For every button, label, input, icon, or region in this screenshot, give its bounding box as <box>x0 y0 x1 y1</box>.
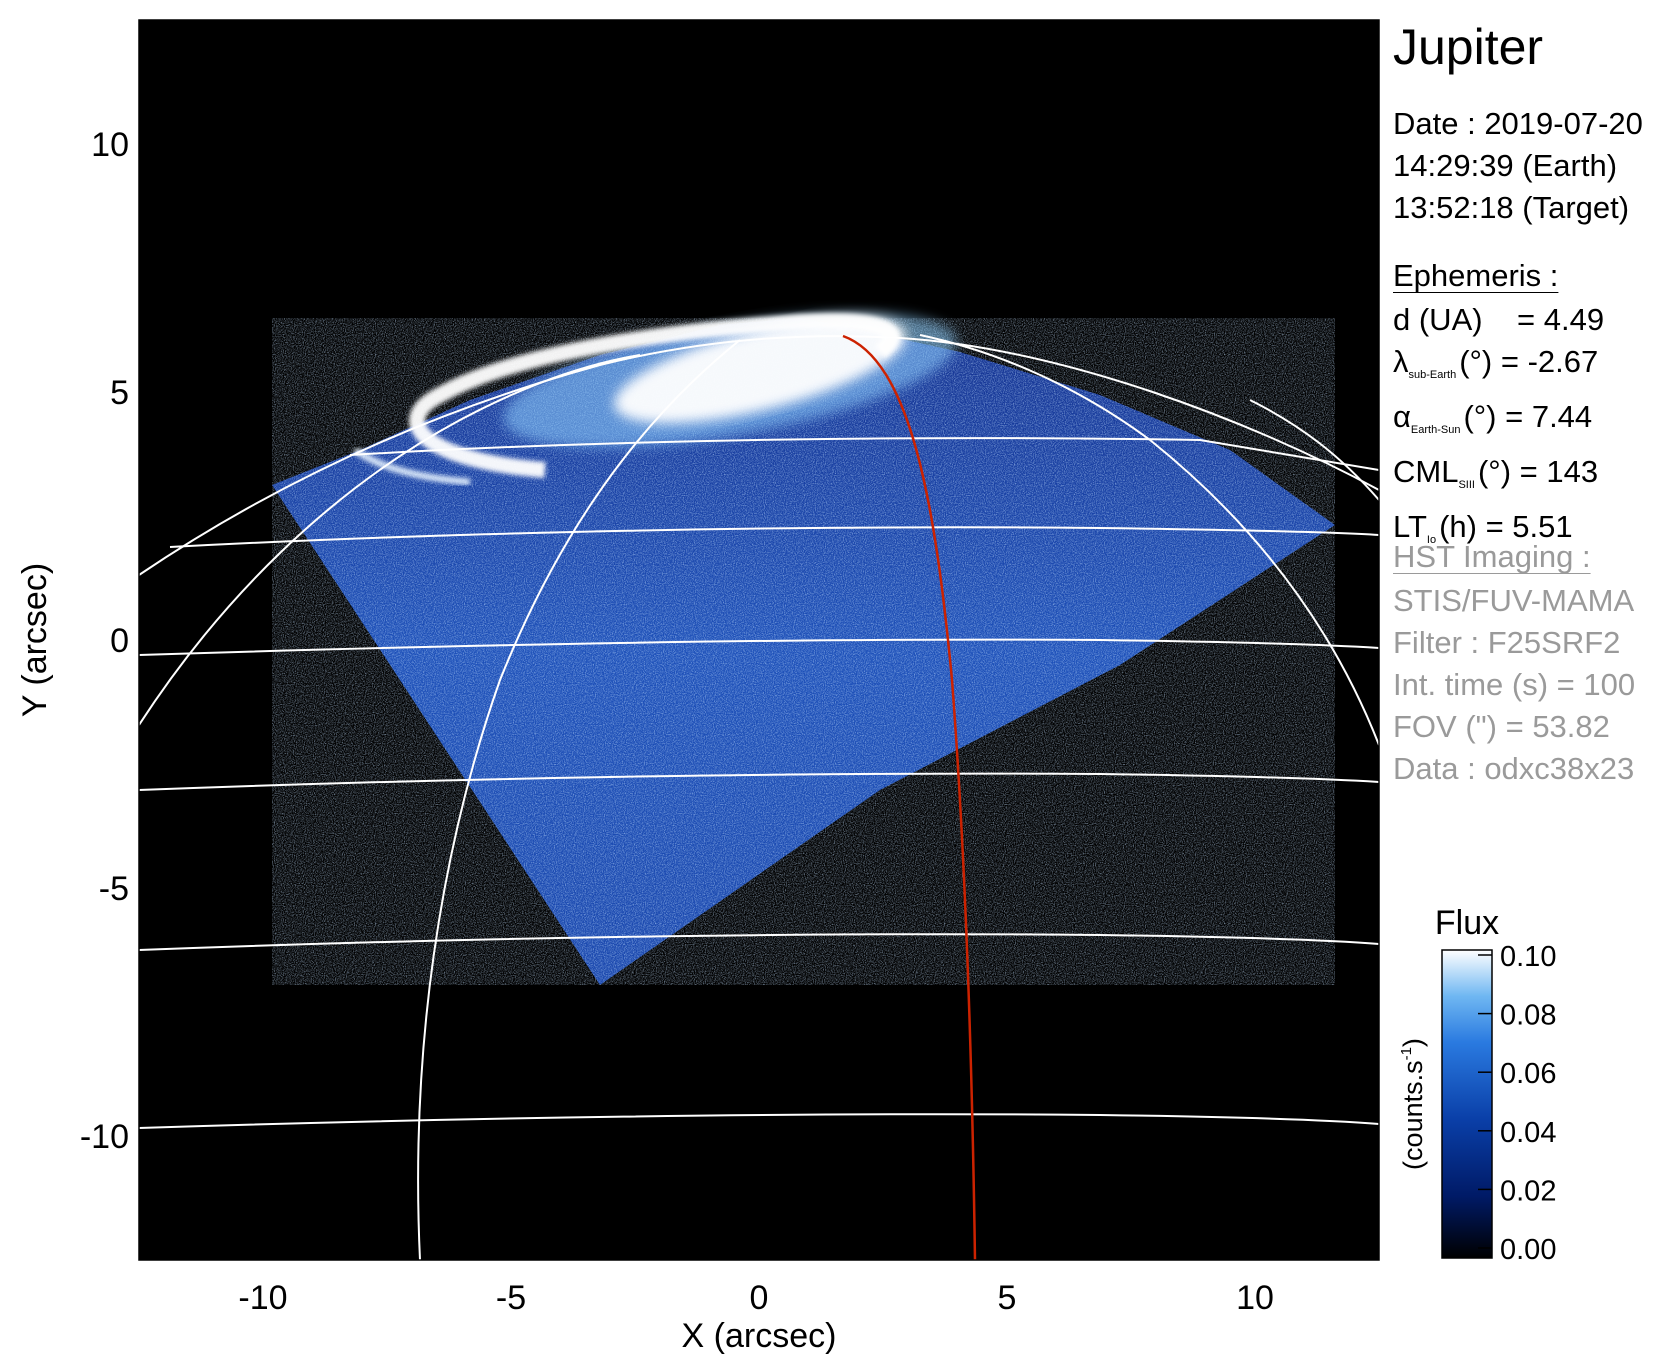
colorbar-title: Flux <box>1435 904 1499 942</box>
date-block: Date : 2019-07-20 14:29:39 (Earth) 13:52… <box>1393 103 1643 229</box>
x-tick-label: -10 <box>238 1279 287 1317</box>
colorbar: Flux 0.10 0.08 0.06 0.04 0.02 0.00 (counts.s-… <box>1398 904 1556 1266</box>
latitude-row: λsub-Earth(°) = -2.67 <box>1393 341 1604 396</box>
colorbar-ticks: 0.10 0.08 0.06 0.04 0.02 0.00 <box>1478 941 1556 1266</box>
y-tick-label: 10 <box>91 126 129 164</box>
target-time-line: 13:52:18 (Target) <box>1393 190 1630 225</box>
x-tick-label: -5 <box>496 1279 526 1317</box>
hst-instrument: STIS/FUV-MAMA <box>1393 583 1635 618</box>
y-tick-label: 0 <box>110 622 129 660</box>
planet-title: Jupiter <box>1393 19 1544 75</box>
meridian-2 <box>417 339 741 1260</box>
hst-header: HST Imaging : <box>1393 539 1591 574</box>
meridian-1 <box>139 354 641 726</box>
colorbar-label-exp: -1 <box>1398 1047 1415 1060</box>
colorbar-gradient <box>1441 949 1493 1259</box>
phase-sub: Earth-Sun <box>1410 424 1461 436</box>
y-tick-label: -10 <box>80 1118 129 1156</box>
latitude-value: (°) = -2.67 <box>1459 344 1599 379</box>
hst-int-time: Int. time (s) = 100 <box>1393 667 1636 702</box>
earth-time-line: 14:29:39 (Earth) <box>1393 148 1618 183</box>
parallel-5 <box>139 933 1379 951</box>
parallel-4 <box>139 772 1379 791</box>
flux-noise <box>272 318 1335 985</box>
y-axis: -10 -5 0 5 10 <box>80 126 1379 1156</box>
aurora-main-oval <box>409 313 900 478</box>
meridian-3 <box>919 334 1379 746</box>
cml-sub: SIII <box>1458 479 1475 491</box>
x-tick-label: 10 <box>1236 1279 1274 1317</box>
parallel-2 <box>169 526 1379 548</box>
ephemeris-header: Ephemeris : <box>1393 258 1559 293</box>
central-meridian <box>842 334 977 1260</box>
colorbar-tick-label: 0.08 <box>1500 1000 1556 1032</box>
lt-sub: Io <box>1426 534 1437 546</box>
x-axis-label: X (arcsec) <box>682 1317 837 1355</box>
cml-symbol: CML <box>1393 454 1459 489</box>
phase-row: αEarth-Sun(°) = 7.44 <box>1393 396 1604 451</box>
lt-value: (h) = 5.51 <box>1439 509 1573 544</box>
colorbar-tick-label: 0.06 <box>1500 1058 1556 1090</box>
colorbar-label: (counts.s-1) <box>1398 1038 1428 1170</box>
hst-data-id: Data : odxc38x23 <box>1393 751 1635 786</box>
colorbar-label-text: (counts.s <box>1398 1060 1428 1170</box>
aurora <box>352 312 957 486</box>
distance-label: d (UA) <box>1393 302 1483 337</box>
aurora-arc <box>352 447 471 486</box>
colorbar-tick-label: 0.10 <box>1500 941 1556 973</box>
x-tick-label: 0 <box>750 1279 769 1317</box>
hst-fov: FOV (") = 53.82 <box>1393 709 1610 744</box>
x-axis: -10 -5 0 5 10 <box>238 20 1274 1317</box>
colorbar-tick-label: 0.02 <box>1500 1175 1556 1207</box>
latitude-sub: sub-Earth <box>1408 369 1457 381</box>
parallel-6 <box>139 1113 1379 1129</box>
cml-value: (°) = 143 <box>1477 454 1599 489</box>
y-tick-label: -5 <box>99 870 129 908</box>
aurora-core <box>614 316 906 424</box>
y-axis-label: Y (arcsec) <box>16 563 54 717</box>
parallel-3 <box>139 638 1379 656</box>
colorbar-tick-label: 0.04 <box>1500 1117 1556 1149</box>
date-line: Date : 2019-07-20 <box>1393 106 1643 141</box>
phase-symbol: α <box>1393 399 1411 434</box>
meridian-4 <box>1249 399 1379 501</box>
distance-row: d (UA) = 4.49 <box>1393 299 1604 341</box>
observed-region <box>272 318 1335 985</box>
lt-symbol: LT <box>1393 509 1427 544</box>
cml-row: CMLSIII(°) = 143 <box>1393 451 1604 506</box>
x-tick-label: 5 <box>998 1279 1017 1317</box>
lt-row: LTIo(h) = 5.51 <box>1393 506 1604 561</box>
ephemeris-block: Ephemeris : d (UA) = 4.49 λsub-Earth(°) … <box>1393 255 1604 561</box>
y-tick-label: 5 <box>110 374 129 412</box>
hst-block: HST Imaging : STIS/FUV-MAMA Filter : F25… <box>1393 536 1635 790</box>
latitude-symbol: λ <box>1393 344 1409 379</box>
lat-lon-grid <box>139 334 1379 1260</box>
colorbar-tick-label: 0.00 <box>1500 1234 1556 1266</box>
colorbar-label-close: ) <box>1398 1038 1428 1047</box>
parallel-1 <box>349 437 1379 471</box>
phase-value: (°) = 7.44 <box>1463 399 1593 434</box>
hst-filter: Filter : F25SRF2 <box>1393 625 1621 660</box>
distance-value: = 4.49 <box>1517 302 1605 337</box>
